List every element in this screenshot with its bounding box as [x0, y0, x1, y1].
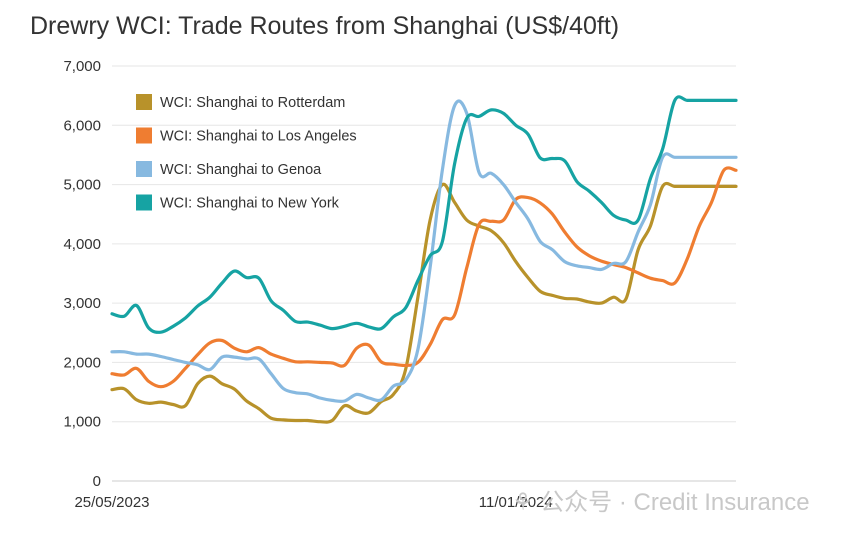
series-line-3: [110, 95, 738, 334]
legend-label: WCI: Shanghai to Genoa: [160, 162, 322, 178]
y-tick-label: 6,000: [63, 117, 101, 134]
legend-label: WCI: Shanghai to Rotterdam: [160, 95, 345, 111]
y-tick-label: 4,000: [63, 236, 101, 253]
legend-label: WCI: Shanghai to Los Angeles: [160, 129, 357, 145]
x-axis-ticks: 25/05/2023 11/01/2024: [74, 494, 552, 511]
x-tick-label: 25/05/2023: [74, 494, 149, 511]
legend-label: WCI: Shanghai to New York: [160, 196, 340, 212]
x-tick-label: 11/01/2024: [479, 494, 553, 511]
chart-title: Drewry WCI: Trade Routes from Shanghai (…: [30, 12, 619, 40]
y-tick-label: 3,000: [63, 295, 101, 312]
y-axis-ticks: 0 1,000 2,000 3,000 4,000 5,000 6,000 7,000: [63, 58, 101, 490]
legend-swatch: [136, 161, 152, 177]
legend-swatch: [136, 127, 152, 144]
y-tick-label: 7,000: [63, 58, 101, 75]
legend-swatch: [136, 94, 152, 110]
y-tick-label: 1,000: [63, 414, 101, 431]
y-tick-label: 5,000: [63, 177, 101, 194]
legend: WCI: Shanghai to Rotterdam WCI: Shanghai …: [136, 94, 357, 212]
series-lines: [110, 95, 738, 424]
series-line-2: [110, 99, 738, 403]
series-line-1: [110, 166, 738, 389]
legend-swatch: [136, 194, 152, 211]
y-tick-label: 2,000: [63, 354, 101, 371]
watermark: ⚘ 公众号 · Credit Insurance: [512, 489, 810, 516]
series-line-0: [110, 181, 738, 424]
y-tick-label: 0: [93, 473, 101, 490]
